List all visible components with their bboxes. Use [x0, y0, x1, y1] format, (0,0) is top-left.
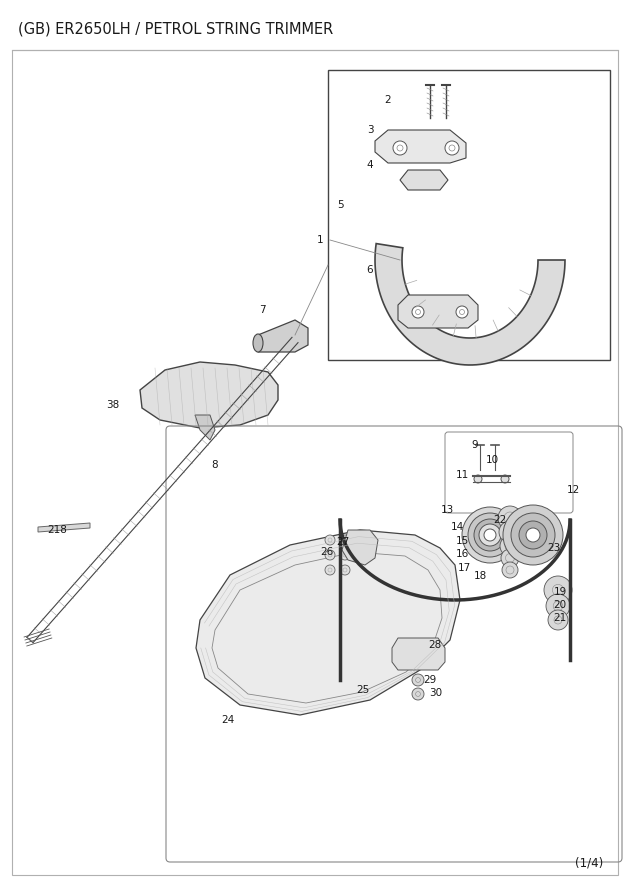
Polygon shape	[400, 170, 448, 190]
Circle shape	[501, 549, 519, 567]
Text: 13: 13	[440, 505, 454, 515]
Text: 8: 8	[212, 460, 219, 470]
Circle shape	[340, 565, 350, 575]
Text: 4: 4	[367, 160, 374, 170]
Circle shape	[501, 475, 509, 483]
Text: 3: 3	[367, 125, 374, 135]
Circle shape	[325, 565, 335, 575]
Circle shape	[498, 506, 522, 530]
Text: 27: 27	[336, 537, 350, 547]
Ellipse shape	[253, 334, 263, 352]
Circle shape	[479, 524, 501, 546]
Circle shape	[325, 535, 335, 545]
Text: 30: 30	[430, 688, 442, 698]
Polygon shape	[375, 130, 466, 163]
Text: 19: 19	[553, 587, 566, 597]
Circle shape	[500, 536, 520, 556]
Circle shape	[340, 550, 350, 560]
Circle shape	[548, 610, 568, 630]
Text: 22: 22	[493, 515, 507, 525]
Circle shape	[462, 507, 518, 563]
Text: 1: 1	[317, 235, 323, 245]
Polygon shape	[258, 320, 308, 352]
Circle shape	[393, 141, 407, 155]
Circle shape	[511, 513, 555, 557]
Text: 7: 7	[259, 305, 265, 315]
Polygon shape	[392, 638, 445, 670]
Text: 16: 16	[455, 549, 469, 559]
Circle shape	[502, 562, 518, 578]
Polygon shape	[196, 530, 460, 715]
Circle shape	[468, 513, 512, 557]
Circle shape	[526, 528, 540, 542]
Circle shape	[340, 535, 350, 545]
Text: 38: 38	[106, 400, 120, 410]
Text: 218: 218	[47, 525, 67, 535]
Circle shape	[503, 505, 563, 565]
Circle shape	[474, 519, 506, 551]
Text: 23: 23	[547, 543, 561, 553]
Text: 24: 24	[221, 715, 234, 725]
Circle shape	[484, 529, 496, 541]
Text: (1/4): (1/4)	[575, 857, 604, 870]
Circle shape	[499, 521, 521, 543]
Text: 14: 14	[450, 522, 464, 532]
Text: 2: 2	[385, 95, 391, 105]
Text: 28: 28	[428, 640, 442, 650]
Circle shape	[456, 306, 468, 318]
Circle shape	[445, 141, 459, 155]
Text: 21: 21	[553, 613, 566, 623]
Polygon shape	[375, 243, 565, 365]
Polygon shape	[140, 362, 278, 428]
Text: 6: 6	[367, 265, 374, 275]
Circle shape	[474, 475, 482, 483]
Text: 15: 15	[455, 536, 469, 546]
Polygon shape	[342, 530, 378, 565]
Text: 5: 5	[336, 200, 343, 210]
Circle shape	[412, 674, 424, 686]
Text: 11: 11	[455, 470, 469, 480]
Text: 9: 9	[472, 440, 478, 450]
Circle shape	[546, 594, 570, 618]
Text: 26: 26	[321, 547, 334, 557]
Circle shape	[412, 688, 424, 700]
Circle shape	[544, 576, 572, 604]
Text: 12: 12	[566, 485, 580, 495]
Text: 18: 18	[473, 571, 486, 581]
Text: 10: 10	[486, 455, 498, 465]
Polygon shape	[38, 523, 90, 532]
Text: 29: 29	[423, 675, 437, 685]
Circle shape	[325, 550, 335, 560]
Polygon shape	[195, 415, 215, 440]
Circle shape	[412, 306, 424, 318]
Polygon shape	[398, 295, 478, 328]
Text: 25: 25	[357, 685, 370, 695]
Circle shape	[519, 521, 547, 549]
Bar	[328, 70, 610, 360]
Text: 20: 20	[553, 600, 566, 610]
Text: (GB) ER2650LH / PETROL STRING TRIMMER: (GB) ER2650LH / PETROL STRING TRIMMER	[18, 22, 333, 37]
Text: 17: 17	[457, 563, 471, 573]
